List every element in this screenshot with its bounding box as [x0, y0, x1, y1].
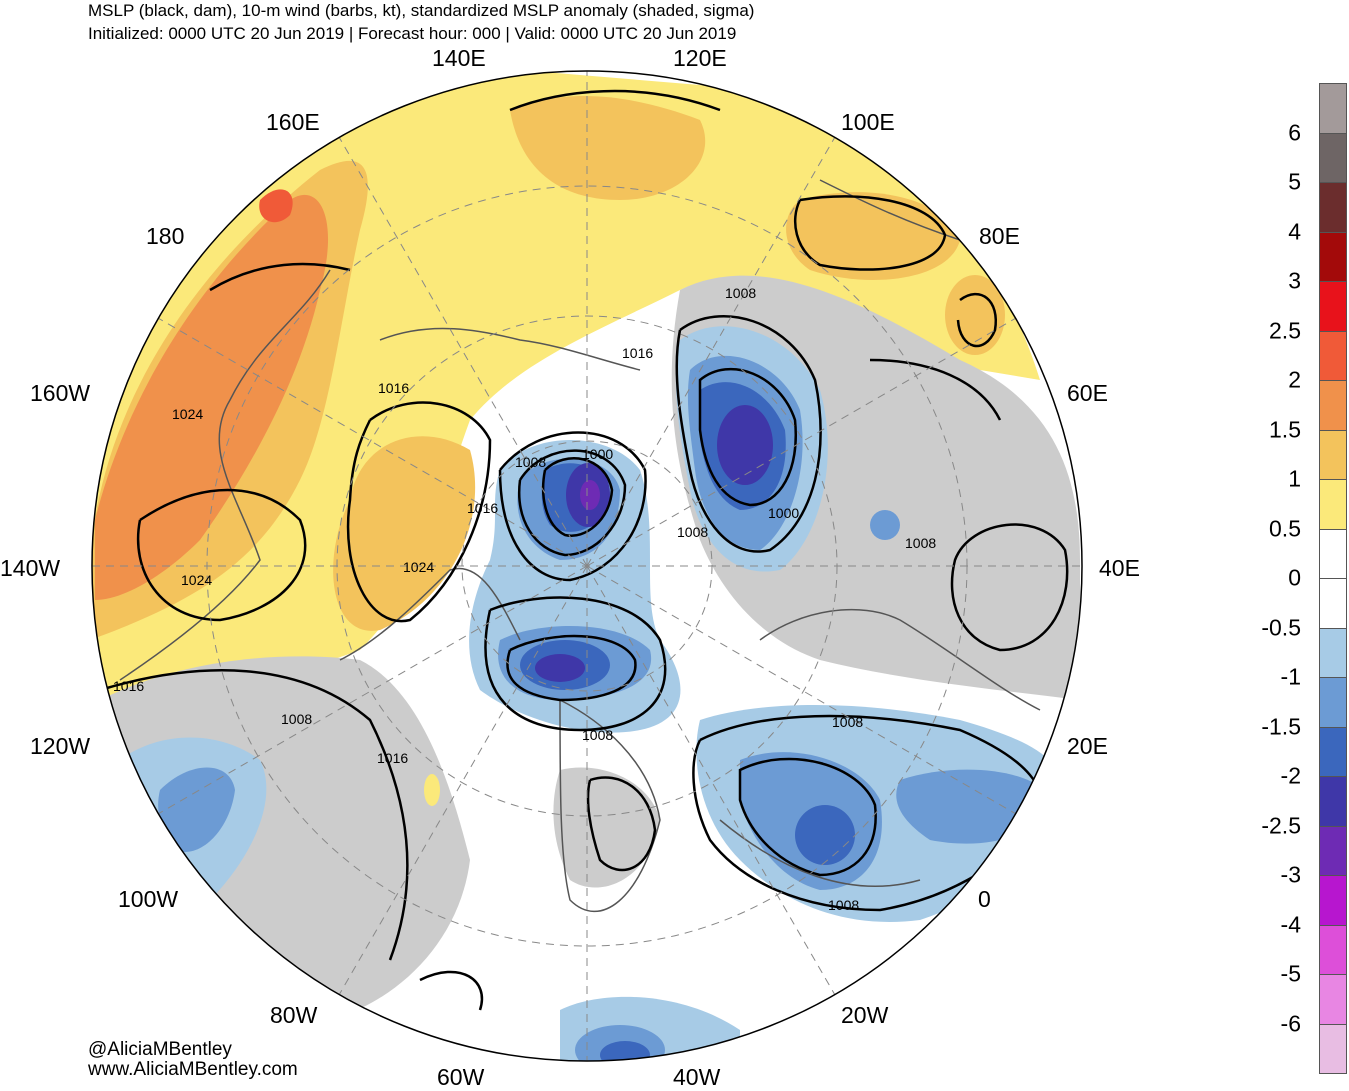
colorbar-tick-label: 0: [1288, 564, 1301, 591]
isobar-label: 1016: [622, 345, 653, 361]
colorbar-segment: [1319, 282, 1347, 332]
isobar-labels: 1008 1016 1008 1000 1024 1016 1008 1000 …: [113, 285, 936, 913]
colorbar-segment: [1319, 331, 1347, 381]
colorbar-tick-label: -4: [1280, 911, 1301, 937]
anomaly-1-region-c: [786, 192, 960, 280]
colorbar-tick-label: 3: [1288, 267, 1301, 294]
isobars: [99, 89, 1069, 1011]
colorbar-tick-label: -2: [1280, 762, 1301, 789]
colorbar-segment: [1319, 529, 1347, 579]
lon-label-20w: 20W: [841, 1002, 889, 1028]
map-border: [91, 70, 1083, 1062]
chart-title: MSLP (black, dam), 10-m wind (barbs, kt)…: [88, 1, 755, 20]
colorbar-segment: [1319, 678, 1347, 728]
colorbar-tick-label: 0.5: [1269, 515, 1301, 541]
isobar-label: 1008: [677, 524, 708, 540]
colorbar-segment: [1319, 183, 1347, 233]
lon-label-20e: 20E: [1067, 733, 1108, 759]
colorbar-segment: [1319, 1024, 1347, 1074]
isobar-label: 1000: [768, 505, 799, 521]
lon-label-100w: 100W: [118, 886, 179, 912]
credit-handle: @AliciaMBentley: [88, 1039, 232, 1060]
isobar-label: 1000: [582, 446, 613, 462]
lon-label-140e: 140E: [432, 45, 486, 71]
anomaly-1-region-d: [510, 96, 706, 200]
lon-label-160w: 160W: [30, 380, 91, 406]
lon-label-40w: 40W: [673, 1064, 721, 1090]
isobar-label: 1016: [378, 380, 409, 396]
isobar-label: 1008: [832, 714, 863, 730]
colorbar-tick-label: -3: [1280, 861, 1301, 888]
colorbar-segment: [1319, 975, 1347, 1025]
colorbar-segment: [1319, 480, 1347, 530]
colorbar-tick-label: 4: [1288, 218, 1301, 244]
colorbar-segment: [1319, 777, 1347, 827]
isobar-label: 1008: [515, 454, 546, 470]
colorbar-tick-label: -1.5: [1261, 713, 1301, 739]
colorbar-segment: [1319, 84, 1347, 134]
colorbar-tick-label: 1.5: [1269, 416, 1301, 442]
colorbar-segment: [1319, 579, 1347, 629]
coastlines: [119, 179, 1041, 913]
colorbar-segment: [1319, 430, 1347, 480]
anomaly-1-5-region: [95, 194, 329, 600]
colorbar: [1319, 83, 1347, 1074]
lon-label-80e: 80E: [979, 223, 1020, 249]
anomaly-1-region-b: [333, 436, 476, 631]
graticule: [92, 71, 1082, 1061]
chart-subtitle: Initialized: 0000 UTC 20 Jun 2019 | Fore…: [88, 24, 737, 43]
lon-label-180: 180: [146, 223, 185, 249]
colorbar-segment: [1319, 628, 1347, 678]
isobar-label: 1008: [905, 535, 936, 551]
isobar-label: 1008: [582, 727, 613, 743]
isobar-label: 1008: [828, 897, 859, 913]
lon-label-160e: 160E: [266, 109, 320, 135]
colorbar-segment: [1319, 876, 1347, 926]
colorbar-segment: [1319, 133, 1347, 183]
lon-label-100e: 100E: [841, 109, 895, 135]
isobar-label: 1016: [113, 678, 144, 694]
isobar-label: 1008: [725, 285, 756, 301]
isobar-label: 1024: [181, 572, 212, 588]
lon-label-80w: 80W: [270, 1002, 318, 1028]
isobar-label: 1008: [281, 711, 312, 727]
lon-label-60e: 60E: [1067, 380, 1108, 406]
colorbar-segment: [1319, 381, 1347, 431]
isobar-label: 1024: [172, 406, 203, 422]
colorbar-tick-label: -1: [1280, 663, 1301, 690]
lon-label-40e: 40E: [1099, 555, 1140, 581]
colorbar-segment: [1319, 232, 1347, 282]
colorbar-segment: [1319, 727, 1347, 777]
colorbar-tick-label: -5: [1280, 960, 1301, 987]
colorbar-tick-label: 2.5: [1269, 317, 1301, 343]
lon-label-120w: 120W: [30, 733, 91, 759]
isobar-label: 1016: [467, 500, 498, 516]
colorbar-tick-label: 5: [1288, 168, 1301, 195]
colorbar-tick-label: 6: [1288, 119, 1301, 145]
colorbar-tick-label: -6: [1280, 1010, 1301, 1036]
isobar-label: 1024: [403, 559, 434, 575]
map-fields: 1008 1016 1008 1000 1024 1016 1008 1000 …: [92, 71, 1082, 1061]
lon-label-120e: 120E: [673, 45, 727, 71]
neutral-region-greenland: [553, 767, 660, 888]
credit-website: www.AliciaMBentley.com: [88, 1059, 298, 1080]
lon-label-140w: 140W: [0, 555, 61, 581]
colorbar-tick-label: 2: [1288, 366, 1301, 393]
colorbar-tick-label: 1: [1288, 465, 1301, 492]
anomaly-2-region: [259, 189, 293, 223]
lon-label-60w: 60W: [437, 1064, 485, 1090]
colorbar-segment: [1319, 826, 1347, 876]
lon-label-0: 0: [978, 886, 991, 912]
colorbar-tick-label: -2.5: [1261, 812, 1301, 838]
colorbar-segment: [1319, 925, 1347, 975]
colorbar-tick-label: -0.5: [1261, 614, 1301, 640]
isobar-label: 1016: [377, 750, 408, 766]
